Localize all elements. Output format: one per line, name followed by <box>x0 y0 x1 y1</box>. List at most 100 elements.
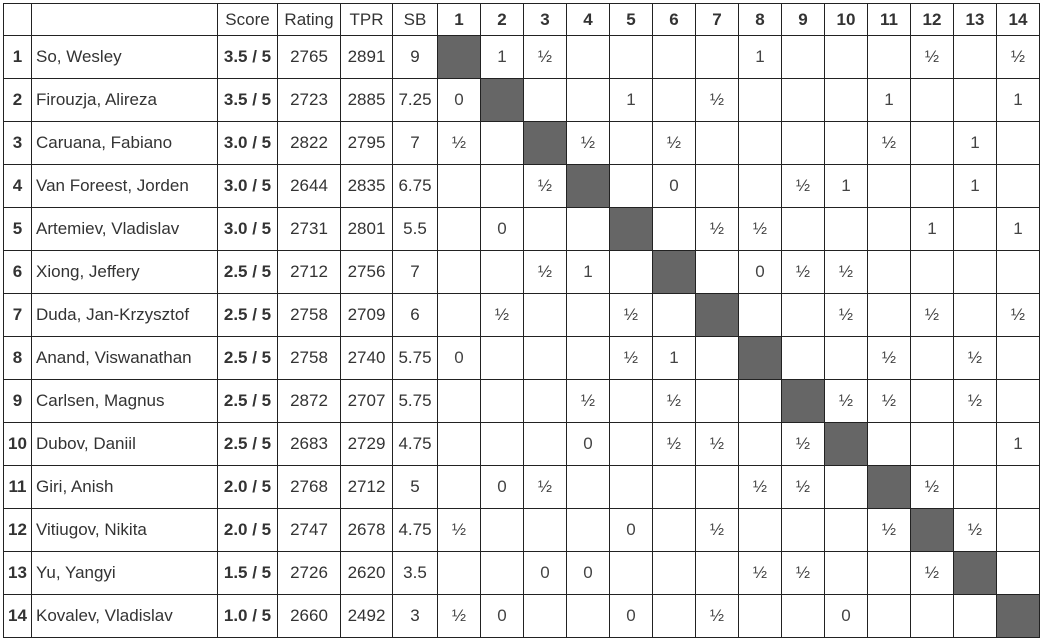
result-cell: 1 <box>480 35 524 79</box>
player-rating: 2683 <box>277 422 341 466</box>
player-rank: 14 <box>3 594 32 638</box>
result-cell: ½ <box>867 336 911 380</box>
result-cell <box>652 293 696 337</box>
player-sb: 3 <box>392 594 438 638</box>
result-cell <box>781 35 825 79</box>
player-tpr: 2891 <box>340 35 393 79</box>
result-cell: ½ <box>695 422 739 466</box>
player-rank: 8 <box>3 336 32 380</box>
result-cell <box>609 164 653 208</box>
result-cell <box>523 594 567 638</box>
result-cell: ½ <box>437 594 481 638</box>
result-cell <box>996 508 1040 552</box>
result-cell <box>824 336 868 380</box>
self-cell <box>566 164 610 208</box>
result-cell: ½ <box>566 121 610 165</box>
result-cell <box>867 594 911 638</box>
self-cell <box>695 293 739 337</box>
result-cell: 0 <box>566 422 610 466</box>
result-cell <box>910 379 954 423</box>
player-score: 2.5 / 5 <box>217 250 278 294</box>
player-name: Firouzja, Alireza <box>31 78 218 122</box>
result-cell: ½ <box>824 293 868 337</box>
result-cell: ½ <box>695 594 739 638</box>
self-cell <box>824 422 868 466</box>
result-cell <box>523 379 567 423</box>
player-row: 11 Giri, Anish 2.0 / 5 2768 2712 5 0 ½ ½ ½ ½ <box>3 465 1040 509</box>
result-cell <box>996 336 1040 380</box>
player-rank: 4 <box>3 164 32 208</box>
result-cell: ½ <box>652 422 696 466</box>
result-cell: 0 <box>480 207 524 251</box>
player-rank: 13 <box>3 551 32 595</box>
player-rank: 9 <box>3 379 32 423</box>
player-row: 3 Caruana, Fabiano 3.0 / 5 2822 2795 7 ½ ½ ½ ½ 1 <box>3 121 1040 165</box>
result-cell <box>867 250 911 294</box>
player-name: Caruana, Fabiano <box>31 121 218 165</box>
result-cell: ½ <box>523 35 567 79</box>
player-rank: 12 <box>3 508 32 552</box>
result-cell <box>566 594 610 638</box>
result-cell: ½ <box>738 551 782 595</box>
result-cell <box>652 35 696 79</box>
result-cell: ½ <box>953 379 997 423</box>
player-rank: 7 <box>3 293 32 337</box>
player-row: 1 So, Wesley 3.5 / 5 2765 2891 9 1 ½ 1 ½ ½ <box>3 35 1040 79</box>
header-opponent-11: 11 <box>867 3 911 36</box>
header-opponent-8: 8 <box>738 3 782 36</box>
self-cell <box>867 465 911 509</box>
result-cell <box>695 465 739 509</box>
player-row: 14 Kovalev, Vladislav 1.0 / 5 2660 2492 3 ½ 0 0 ½… <box>3 594 1040 638</box>
result-cell <box>437 250 481 294</box>
result-cell <box>867 207 911 251</box>
player-row: 6 Xiong, Jeffery 2.5 / 5 2712 2756 7 ½ 1 0 ½ ½ <box>3 250 1040 294</box>
self-cell <box>437 35 481 79</box>
result-cell: ½ <box>695 78 739 122</box>
result-cell: ½ <box>695 207 739 251</box>
result-cell: 0 <box>609 594 653 638</box>
player-score: 3.5 / 5 <box>217 78 278 122</box>
self-cell <box>523 121 567 165</box>
player-sb: 7 <box>392 250 438 294</box>
result-cell <box>867 35 911 79</box>
player-name: Xiong, Jeffery <box>31 250 218 294</box>
player-row: 4 Van Foreest, Jorden 3.0 / 5 2644 2835 6.75 ½… <box>3 164 1040 208</box>
result-cell: ½ <box>996 35 1040 79</box>
header-opponent-1: 1 <box>437 3 481 36</box>
result-cell <box>867 422 911 466</box>
player-tpr: 2835 <box>340 164 393 208</box>
result-cell: 1 <box>996 78 1040 122</box>
player-tpr: 2709 <box>340 293 393 337</box>
result-cell <box>695 336 739 380</box>
result-cell: ½ <box>609 336 653 380</box>
result-cell <box>738 121 782 165</box>
result-cell <box>910 422 954 466</box>
result-cell <box>523 422 567 466</box>
result-cell <box>609 121 653 165</box>
result-cell <box>652 594 696 638</box>
self-cell <box>996 594 1040 638</box>
crosstable: Score Rating TPR SB 1 2 3 4 5 6 7 8 9 10 11 12 13 14 … <box>3 3 1040 638</box>
header-opponent-12: 12 <box>910 3 954 36</box>
player-tpr: 2756 <box>340 250 393 294</box>
result-cell <box>867 293 911 337</box>
result-cell: 1 <box>609 78 653 122</box>
player-row: 2 Firouzja, Alireza 3.5 / 5 2723 2885 7.25 0 1 ½… <box>3 78 1040 122</box>
result-cell <box>996 250 1040 294</box>
header-row: Score Rating TPR SB 1 2 3 4 5 6 7 8 9 10 11 12 13 14 <box>3 3 1040 36</box>
player-name: Giri, Anish <box>31 465 218 509</box>
result-cell: ½ <box>523 164 567 208</box>
player-score: 2.5 / 5 <box>217 293 278 337</box>
result-cell <box>953 594 997 638</box>
result-cell <box>480 336 524 380</box>
result-cell: ½ <box>523 465 567 509</box>
result-cell <box>953 207 997 251</box>
result-cell: ½ <box>953 336 997 380</box>
result-cell <box>652 508 696 552</box>
result-cell: ½ <box>910 35 954 79</box>
result-cell: 0 <box>566 551 610 595</box>
header-opponent-13: 13 <box>953 3 997 36</box>
self-cell <box>738 336 782 380</box>
player-name: Yu, Yangyi <box>31 551 218 595</box>
player-sb: 9 <box>392 35 438 79</box>
